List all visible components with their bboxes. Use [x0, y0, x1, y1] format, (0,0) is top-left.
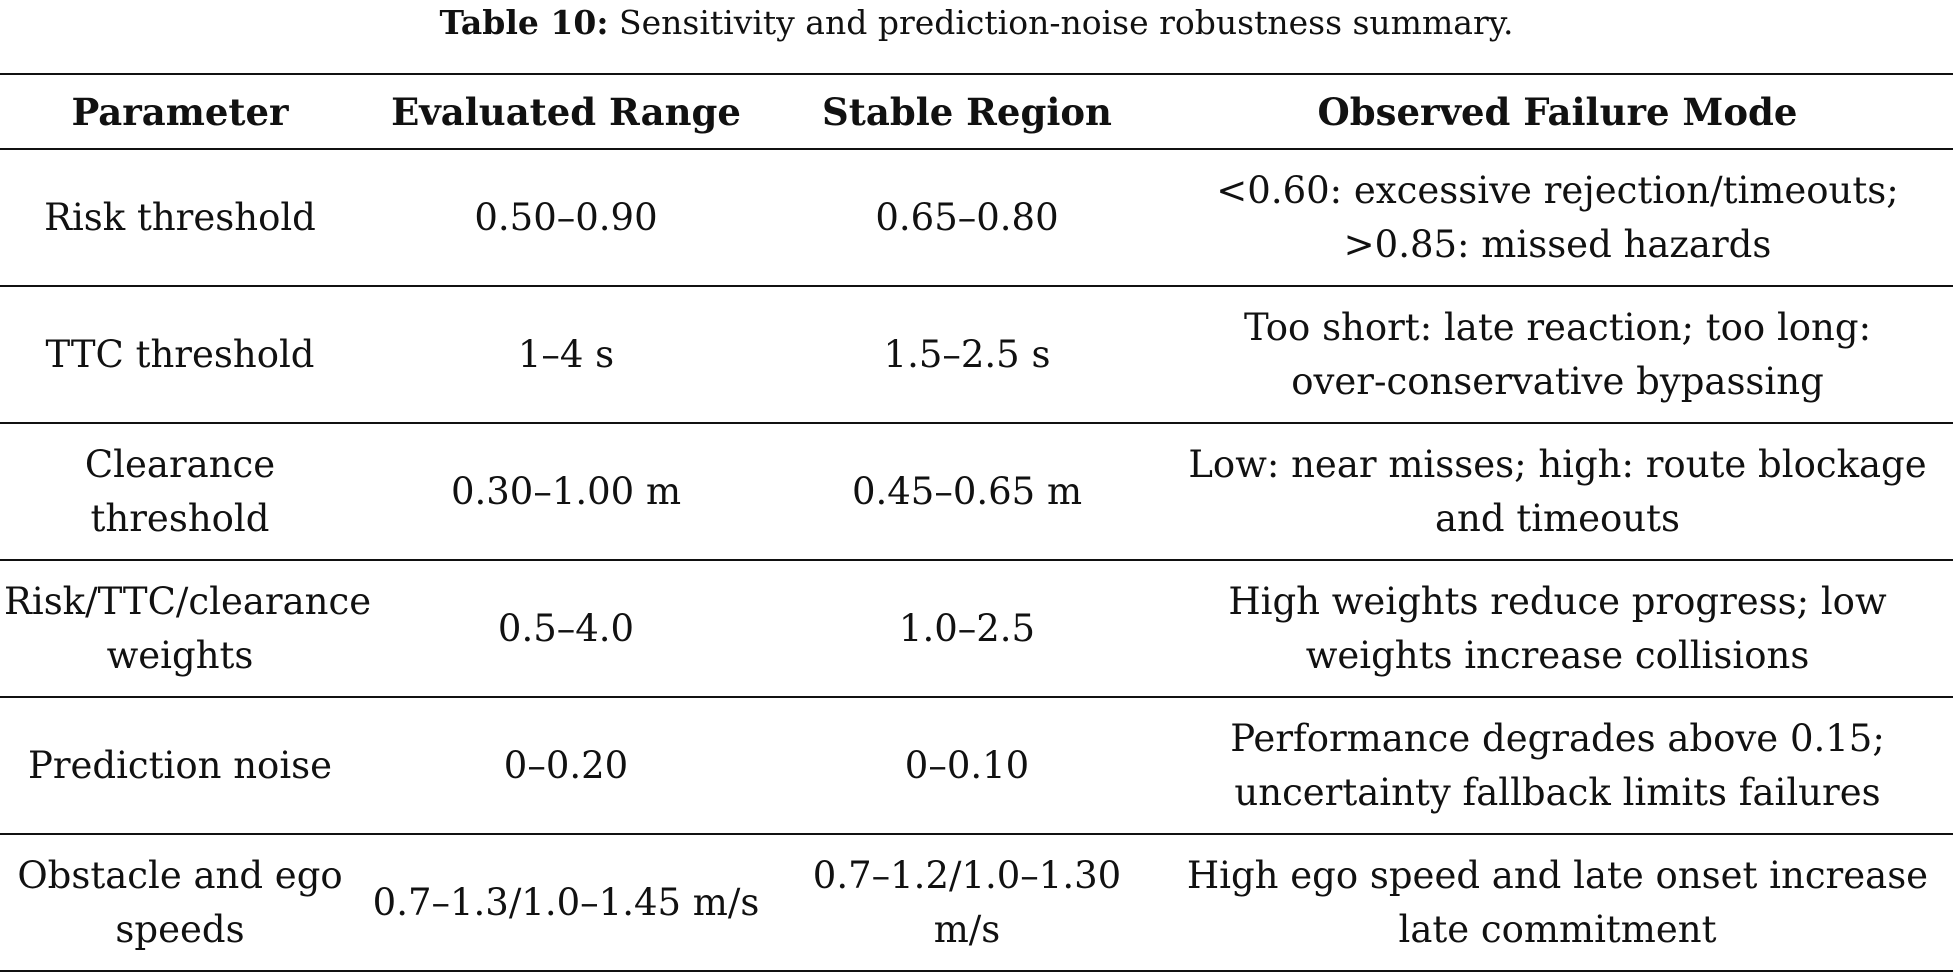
cell-failure-mode: <0.60: excessive rejection/timeouts; >0.…: [1162, 149, 1953, 287]
cell-line: speeds: [115, 907, 245, 951]
cell-line: >0.85: missed hazards: [1343, 222, 1772, 266]
caption-text: Sensitivity and prediction-noise robustn…: [619, 3, 1514, 42]
cell-line: Clearance: [84, 442, 276, 486]
cell-evaluated-range: 0.7–1.3/1.0–1.45 m/s: [360, 834, 772, 972]
cell-line: and timeouts: [1435, 496, 1680, 540]
cell-stable-region: 0–0.10: [772, 697, 1162, 835]
table-row: Risk threshold 0.50–0.90 0.65–0.80 <0.60…: [0, 149, 1953, 287]
cell-line: Prediction noise: [27, 743, 333, 787]
cell-line: weights: [106, 633, 254, 677]
table-row: Clearance threshold 0.30–1.00 m 0.45–0.6…: [0, 423, 1953, 561]
cell-evaluated-range: 0–0.20: [360, 697, 772, 835]
table-caption: Table 10: Sensitivity and prediction-noi…: [0, 0, 1953, 52]
header-row: Parameter Evaluated Range Stable Region …: [0, 73, 1953, 150]
cell-evaluated-range: 0.5–4.0: [360, 560, 772, 698]
cell-failure-mode: High ego speed and late onset increase l…: [1162, 834, 1953, 972]
cell-line: Low: near misses; high: route blockage: [1188, 442, 1927, 486]
table-row: Risk/TTC/clearance weights 0.5–4.0 1.0–2…: [0, 560, 1953, 698]
table-container: Parameter Evaluated Range Stable Region …: [0, 73, 1953, 972]
cell-stable-region: 0.45–0.65 m: [772, 423, 1162, 561]
sensitivity-table: Parameter Evaluated Range Stable Region …: [0, 73, 1953, 972]
cell-stable-region: 0.65–0.80: [772, 149, 1162, 287]
cell-evaluated-range: 0.50–0.90: [360, 149, 772, 287]
header-stable-region: Stable Region: [772, 73, 1162, 150]
cell-line: Risk threshold: [44, 195, 316, 239]
cell-line: late commitment: [1398, 907, 1717, 951]
table-row: Prediction noise 0–0.20 0–0.10 Performan…: [0, 697, 1953, 835]
cell-failure-mode: Too short: late reaction; too long: over…: [1162, 286, 1953, 424]
cell-stable-region: 0.7–1.2/1.0–1.30 m/s: [772, 834, 1162, 972]
cell-parameter: Risk threshold: [0, 149, 360, 287]
cell-parameter: Risk/TTC/clearance weights: [0, 560, 372, 698]
header-evaluated-range: Evaluated Range: [360, 73, 772, 150]
cell-line: High ego speed and late onset increase: [1186, 853, 1929, 897]
header-parameter: Parameter: [0, 73, 360, 150]
cell-line: Risk/TTC/clearance: [4, 579, 372, 623]
cell-stable-region: 1.0–2.5: [772, 560, 1162, 698]
header-failure-mode: Observed Failure Mode: [1162, 73, 1953, 150]
cell-stable-region: 1.5–2.5 s: [772, 286, 1162, 424]
cell-line: Obstacle and ego: [17, 853, 343, 897]
cell-line: High weights reduce progress; low: [1228, 579, 1887, 623]
cell-failure-mode: High weights reduce progress; low weight…: [1162, 560, 1953, 698]
cell-failure-mode: Performance degrades above 0.15; uncerta…: [1162, 697, 1953, 835]
cell-line: TTC threshold: [45, 332, 315, 376]
cell-parameter: TTC threshold: [0, 286, 360, 424]
table-row: Obstacle and ego speeds 0.7–1.3/1.0–1.45…: [0, 834, 1953, 972]
cell-line: threshold: [90, 496, 270, 540]
cell-line: <0.60: excessive rejection/timeouts;: [1216, 168, 1899, 212]
cell-parameter: Obstacle and ego speeds: [0, 834, 360, 972]
cell-parameter: Clearance threshold: [0, 423, 360, 561]
cell-failure-mode: Low: near misses; high: route blockage a…: [1162, 423, 1953, 561]
cell-line: Performance degrades above 0.15;: [1230, 716, 1885, 760]
cell-line: over-conservative bypassing: [1291, 359, 1824, 403]
cell-parameter: Prediction noise: [0, 697, 360, 835]
caption-label: Table 10:: [439, 3, 609, 42]
cell-evaluated-range: 0.30–1.00 m: [360, 423, 772, 561]
table-row: TTC threshold 1–4 s 1.5–2.5 s Too short:…: [0, 286, 1953, 424]
cell-line: Too short: late reaction; too long:: [1243, 305, 1872, 349]
cell-line: uncertainty fallback limits failures: [1234, 770, 1881, 814]
cell-line: weights increase collisions: [1305, 633, 1810, 677]
cell-evaluated-range: 1–4 s: [360, 286, 772, 424]
